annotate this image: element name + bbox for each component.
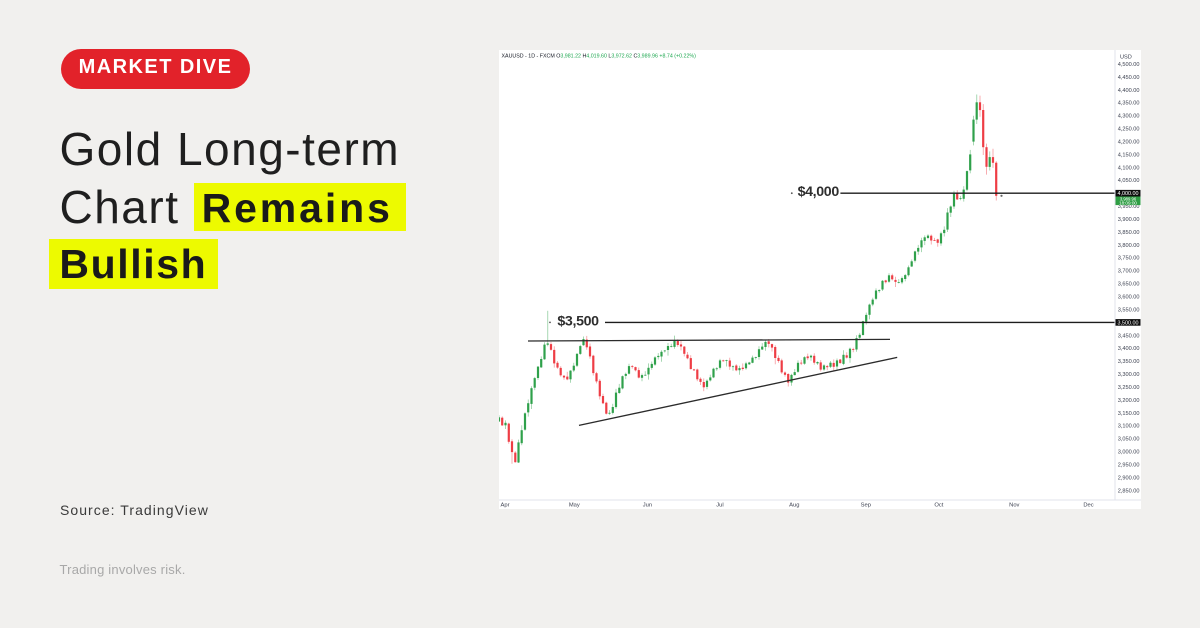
- svg-text:3,200.00: 3,200.00: [1118, 397, 1140, 403]
- svg-text:Aug: Aug: [789, 502, 799, 508]
- svg-text:USD: USD: [1120, 54, 1132, 60]
- svg-text:2,950.00: 2,950.00: [1118, 462, 1140, 468]
- svg-text:4,450.00: 4,450.00: [1118, 74, 1140, 80]
- svg-text:4,300.00: 4,300.00: [1118, 113, 1140, 119]
- svg-text:3,750.00: 3,750.00: [1118, 255, 1140, 261]
- svg-text:3,550.00: 3,550.00: [1118, 307, 1140, 313]
- svg-text:Jul: Jul: [716, 502, 723, 508]
- svg-text:3,400.00: 3,400.00: [1118, 346, 1140, 352]
- svg-text:4,500.00: 4,500.00: [1118, 61, 1140, 67]
- svg-text:4,350.00: 4,350.00: [1118, 100, 1140, 106]
- svg-text:3,300.00: 3,300.00: [1118, 372, 1140, 378]
- svg-text:3,989.96: 3,989.96: [1120, 196, 1137, 201]
- svg-text:2,850.00: 2,850.00: [1118, 488, 1140, 494]
- svg-text:3,950.00: 3,950.00: [1118, 204, 1140, 210]
- svg-text:Jun: Jun: [643, 502, 652, 508]
- svg-text:$3,500: $3,500: [557, 313, 599, 329]
- svg-text:3,100.00: 3,100.00: [1118, 423, 1140, 429]
- svg-text:3,450.00: 3,450.00: [1118, 333, 1140, 339]
- svg-text:4,050.00: 4,050.00: [1118, 178, 1140, 184]
- svg-text:3,150.00: 3,150.00: [1118, 410, 1140, 416]
- svg-text:4,150.00: 4,150.00: [1118, 152, 1140, 158]
- svg-text:3,650.00: 3,650.00: [1118, 281, 1140, 287]
- svg-text:Sep: Sep: [861, 502, 871, 508]
- svg-text:2,900.00: 2,900.00: [1118, 475, 1140, 481]
- svg-text:Nov: Nov: [1009, 502, 1019, 508]
- svg-text:4,000.00: 4,000.00: [1118, 191, 1139, 197]
- svg-text:3,350.00: 3,350.00: [1118, 359, 1140, 365]
- svg-text:18:09:00: 18:09:00: [1119, 200, 1137, 205]
- svg-text:3,600.00: 3,600.00: [1118, 294, 1140, 300]
- svg-text:Apr: Apr: [500, 502, 509, 508]
- svg-text:3,700.00: 3,700.00: [1118, 268, 1140, 274]
- svg-text:Oct: Oct: [934, 502, 943, 508]
- svg-text:XAUUSD - 1D - FXCM O3,981.22: XAUUSD - 1D - FXCM O3,981.22 H4,019.60 L…: [502, 53, 697, 59]
- svg-text:4,200.00: 4,200.00: [1118, 139, 1140, 145]
- svg-text:May: May: [569, 502, 580, 508]
- svg-text:Dec: Dec: [1083, 502, 1093, 508]
- svg-text:3,800.00: 3,800.00: [1118, 242, 1140, 248]
- svg-text:3,000.00: 3,000.00: [1118, 449, 1140, 455]
- svg-text:3,250.00: 3,250.00: [1118, 384, 1140, 390]
- svg-text:4,250.00: 4,250.00: [1118, 126, 1140, 132]
- svg-text:3,850.00: 3,850.00: [1118, 229, 1140, 235]
- svg-text:3,500.00: 3,500.00: [1118, 320, 1139, 326]
- svg-text:3,050.00: 3,050.00: [1118, 436, 1140, 442]
- svg-text:4,400.00: 4,400.00: [1118, 87, 1140, 93]
- svg-text:3,900.00: 3,900.00: [1118, 217, 1140, 223]
- svg-text:$4,000: $4,000: [798, 184, 840, 200]
- svg-text:4,100.00: 4,100.00: [1118, 165, 1140, 171]
